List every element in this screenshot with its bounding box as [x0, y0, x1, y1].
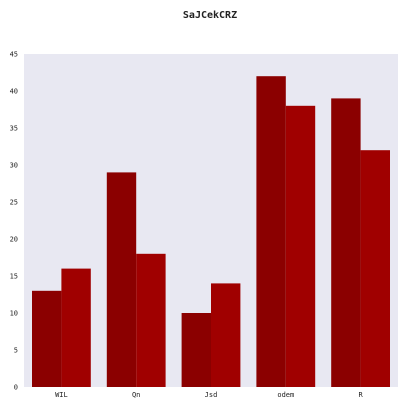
y-tick-label: 35 — [10, 125, 18, 133]
bar-R-series-1 — [331, 98, 361, 388]
y-tick-label: 25 — [10, 199, 18, 207]
x-tick-label: R — [358, 391, 363, 399]
bar-odem-series-1 — [256, 76, 286, 387]
y-tick-label: 5 — [14, 347, 18, 355]
bar-Jsd-series-1 — [181, 313, 211, 387]
bar-WIL-series-1 — [32, 290, 62, 387]
bar-Jsd-series-2 — [211, 283, 241, 387]
x-axis: WIL Qn Jsd odem R — [55, 391, 363, 399]
x-tick-label: Qn — [132, 391, 140, 399]
y-tick-label: 20 — [10, 236, 18, 244]
y-tick-label: 30 — [10, 162, 18, 170]
y-axis: 0 5 10 15 20 25 30 35 40 45 — [10, 51, 18, 392]
x-tick-label: odem — [277, 391, 294, 399]
bars-group — [32, 76, 390, 388]
bar-WIL-series-2 — [61, 268, 91, 387]
chart-title: SaJCekCRZ — [183, 10, 237, 21]
bar-R-series-2 — [360, 150, 390, 387]
y-tick-label: 0 — [14, 384, 18, 392]
x-tick-label: Jsd — [205, 391, 218, 399]
x-tick-label: WIL — [55, 391, 68, 399]
y-tick-label: 40 — [10, 88, 18, 96]
y-tick-label: 15 — [10, 273, 18, 281]
bar-odem-series-2 — [285, 105, 316, 388]
y-tick-label: 10 — [10, 310, 18, 318]
bar-Qn-series-1 — [106, 172, 137, 387]
bar-Qn-series-2 — [136, 253, 166, 387]
y-tick-label: 45 — [10, 51, 18, 59]
